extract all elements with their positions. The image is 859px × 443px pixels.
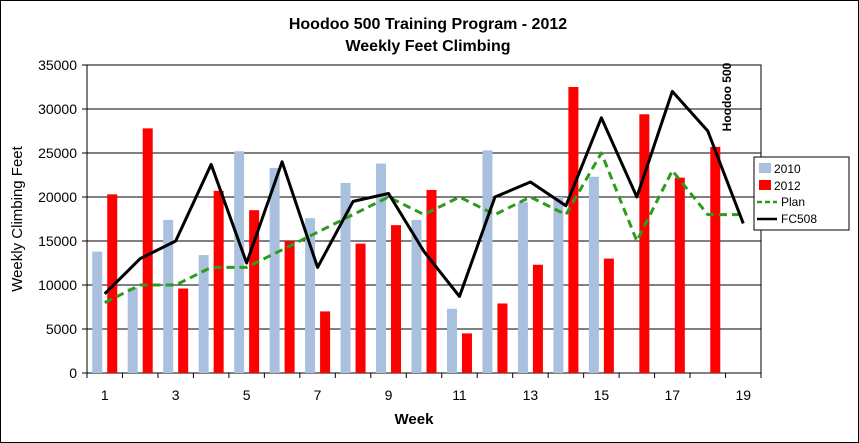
bar-2010-week-1 (92, 251, 103, 373)
bar-2010-week-6 (269, 167, 280, 373)
bar-2012-week-3 (178, 288, 189, 373)
hoodoo-500-annotation: Hoodoo 500 (720, 62, 734, 131)
y-tick-label-3: 15000 (38, 233, 77, 249)
bar-2012-week-12 (497, 303, 508, 373)
bar-2012-week-18 (710, 146, 721, 373)
x-tick-label-6: 13 (523, 387, 539, 403)
bar-2012-week-13 (532, 264, 543, 373)
bar-2012-week-7 (320, 311, 331, 373)
bars (92, 87, 721, 373)
bar-2010-week-14 (553, 197, 564, 373)
x-tick-label-0: 1 (101, 387, 109, 403)
y-tick-label-7: 35000 (38, 57, 77, 73)
bar-2010-week-4 (198, 255, 209, 373)
legend: 2010 2012 Plan FC508 (753, 156, 850, 231)
y-tick-label-1: 5000 (46, 321, 77, 337)
bar-2010-week-9 (376, 163, 387, 373)
bar-2012-week-6 (284, 241, 295, 373)
bar-2010-week-8 (340, 182, 351, 373)
y-tick-label-2: 10000 (38, 277, 77, 293)
x-tick-label-7: 15 (594, 387, 610, 403)
x-axis-title: Week (395, 411, 435, 428)
y-axis-ticks: 0 5000 10000 15000 20000 25000 30000 35000 (38, 57, 87, 381)
bar-2012-week-10 (426, 189, 437, 373)
bar-2012-week-1 (107, 194, 118, 373)
bar-2012-week-17 (674, 177, 685, 373)
bar-2012-week-14 (568, 87, 579, 373)
bar-2012-week-8 (355, 243, 366, 373)
y-tick-label-5: 25000 (38, 145, 77, 161)
bar-2012-week-4 (213, 190, 224, 373)
bar-2010-week-12 (482, 150, 493, 373)
legend-label-2012: 2012 (774, 179, 801, 193)
bar-2010-week-15 (588, 176, 599, 373)
bar-2010-week-11 (446, 308, 457, 373)
x-axis-ticks: 1 3 5 7 9 11 13 15 17 19 (86, 373, 762, 403)
bar-2012-week-2 (142, 128, 153, 373)
bar-2010-week-3 (163, 219, 174, 373)
chart-subtitle: Weekly Feet Climbing (345, 38, 510, 55)
bar-2012-week-9 (391, 225, 402, 373)
legend-label-plan: Plan (781, 195, 805, 209)
legend-swatch-2012 (759, 180, 771, 190)
x-tick-label-2: 5 (243, 387, 251, 403)
line-fc508 (103, 89, 745, 298)
legend-swatch-2010 (759, 163, 771, 173)
legend-label-2010: 2010 (774, 162, 801, 176)
bar-2010-week-13 (517, 202, 528, 373)
legend-label-fc508: FC508 (781, 212, 817, 226)
bar-2010-week-2 (127, 287, 138, 373)
x-tick-label-4: 9 (385, 387, 393, 403)
lines (103, 89, 745, 304)
x-tick-label-5: 11 (452, 387, 467, 403)
x-tick-label-8: 17 (665, 387, 681, 403)
bar-2010-week-7 (305, 218, 316, 373)
x-tick-label-3: 7 (314, 387, 322, 403)
y-axis-title: Weekly Climbing Feet (9, 145, 26, 291)
bar-2012-week-15 (603, 258, 614, 373)
y-tick-label-4: 20000 (38, 189, 77, 205)
x-tick-label-1: 3 (172, 387, 180, 403)
bar-2012-week-5 (249, 210, 260, 373)
bar-2012-week-11 (461, 333, 472, 373)
x-tick-label-9: 19 (735, 387, 751, 403)
y-tick-label-0: 0 (69, 365, 77, 381)
chart-title: Hoodoo 500 Training Program - 2012 (289, 16, 567, 33)
bar-2010-week-10 (411, 219, 422, 373)
bar-2012-week-16 (639, 114, 650, 373)
y-tick-label-6: 30000 (38, 101, 77, 117)
bar-2010-week-5 (234, 151, 245, 373)
